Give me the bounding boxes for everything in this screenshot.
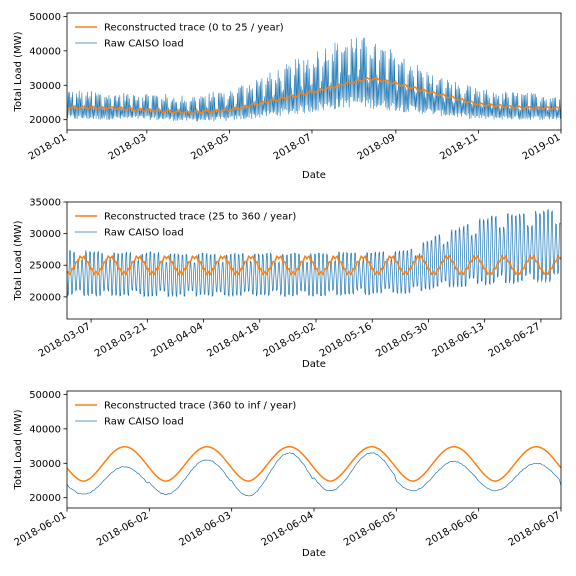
x-tick-label: 2018-06-01 <box>13 510 69 549</box>
x-tick-label: 2018-06-03 <box>177 510 233 549</box>
x-axis-label: Date <box>302 548 326 559</box>
axes-frame <box>66 12 562 131</box>
x-tick-label: 2018-06-04 <box>260 510 316 549</box>
x-tick-label: 2018-05 <box>189 132 231 162</box>
y-tick-label: 50000 <box>29 390 61 401</box>
x-tick-label: 2018-09 <box>356 132 398 162</box>
series-reconstructed-trace <box>67 254 561 276</box>
y-tick-label: 40000 <box>29 424 61 435</box>
legend: Reconstructed trace (360 to inf / year) R… <box>75 401 296 428</box>
x-tick-label: 2018-06-27 <box>487 321 543 360</box>
series-raw-caiso-load <box>67 209 561 298</box>
legend-entry: Reconstructed trace (0 to 25 / year) <box>104 23 284 34</box>
plot-area <box>67 446 561 497</box>
x-tick-label: 2018-06-13 <box>430 321 486 360</box>
y-tick-label: 35000 <box>29 198 61 209</box>
legend: Reconstructed trace (0 to 25 / year) Raw … <box>75 23 284 50</box>
plot-area <box>67 209 561 298</box>
legend-entry: Reconstructed trace (360 to inf / year) <box>104 401 296 412</box>
x-tick-label: 2018-01 <box>27 132 69 162</box>
legend: Reconstructed trace (25 to 360 / year) Ra… <box>75 212 296 239</box>
x-tick-label: 2019-01 <box>521 132 563 162</box>
y-tick-label: 25000 <box>29 261 61 272</box>
subplot-2: 20000 25000 30000 35000 2018-03-07 2018-03-21… <box>13 198 562 370</box>
legend-entry: Raw CAISO load <box>104 228 184 239</box>
x-tick-label: 2018-06-07 <box>507 510 563 549</box>
legend-entry: Raw CAISO load <box>104 417 184 428</box>
x-tick-label: 2018-06-05 <box>342 510 398 549</box>
y-axis-label: Total Load (MW) <box>13 409 24 490</box>
x-tick-label: 2018-03-21 <box>93 321 149 360</box>
subplot-3: 20000 30000 40000 50000 2018-06-01 2018-06-02… <box>13 390 563 559</box>
x-tick-label: 2018-06-02 <box>95 510 151 549</box>
y-tick-label: 20000 <box>29 115 61 126</box>
x-tick-label: 2018-04-18 <box>205 321 261 360</box>
series-reconstructed-trace <box>67 446 561 482</box>
x-tick-label: 2018-05-16 <box>318 321 374 360</box>
legend-entry: Reconstructed trace (25 to 360 / year) <box>104 212 296 223</box>
x-tick-label: 2018-03-07 <box>37 321 93 360</box>
legend-entry: Raw CAISO load <box>104 39 184 50</box>
x-tick-label: 2018-07 <box>272 132 314 162</box>
y-tick-label: 20000 <box>29 292 61 303</box>
y-tick-label: 30000 <box>29 229 61 240</box>
x-tick-label: 2018-11 <box>438 132 480 162</box>
y-tick-label: 50000 <box>29 12 61 23</box>
x-tick-label: 2018-04-04 <box>149 321 205 360</box>
x-axis-label: Date <box>302 170 326 181</box>
y-tick-label: 30000 <box>29 81 61 92</box>
series-reconstructed-trace <box>67 76 561 115</box>
subplot-1: 20000 30000 40000 50000 2018-01 2018-03 2018-0… <box>13 12 563 181</box>
series-raw-caiso-load <box>67 452 561 497</box>
x-tick-label: 2018-05-30 <box>374 321 430 360</box>
x-axis-label: Date <box>302 359 326 370</box>
y-tick-label: 30000 <box>29 459 61 470</box>
y-tick-label: 40000 <box>29 46 61 57</box>
x-tick-label: 2018-05-02 <box>262 321 318 360</box>
y-axis-label: Total Load (MW) <box>13 220 24 301</box>
y-tick-label: 20000 <box>29 493 61 504</box>
x-tick-label: 2018-06-06 <box>424 510 480 549</box>
plot-area <box>67 37 561 122</box>
x-tick-label: 2018-03 <box>107 132 149 162</box>
axes-frame <box>66 201 562 320</box>
y-axis-label: Total Load (MW) <box>13 31 24 112</box>
